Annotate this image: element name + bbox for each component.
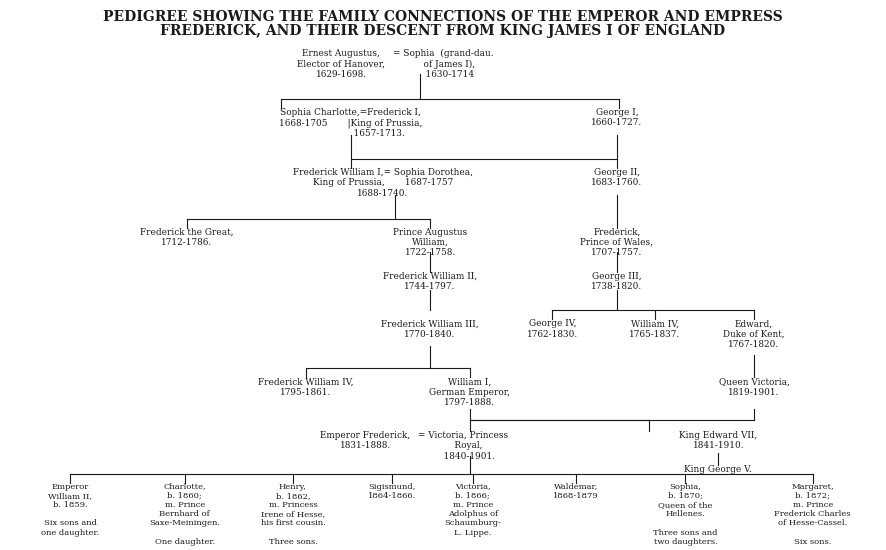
Text: Sophia Charlotte,=Frederick I,
1668-1705       |King of Prussia,
               : Sophia Charlotte,=Frederick I, 1668-1705… (279, 108, 423, 138)
Text: King George V.: King George V. (684, 465, 752, 474)
Text: Sophia,
b. 1870;
Queen of the
Hellenes.

Three sons and
two daughters.: Sophia, b. 1870; Queen of the Hellenes. … (653, 482, 718, 546)
Text: George I,
1660-1727.: George I, 1660-1727. (591, 108, 642, 128)
Text: Waldemar,
1868-1879: Waldemar, 1868-1879 (553, 482, 599, 500)
Text: Frederick William I,= Sophia Dorothea,
King of Prussia,       1687-1757
1688-174: Frederick William I,= Sophia Dorothea, K… (293, 168, 473, 197)
Text: Queen Victoria,
1819-1901.: Queen Victoria, 1819-1901. (719, 377, 789, 397)
Text: Frederick,
Prince of Wales,
1707-1757.: Frederick, Prince of Wales, 1707-1757. (580, 228, 653, 257)
Text: Frederick William IV,
1795-1861.: Frederick William IV, 1795-1861. (258, 377, 354, 397)
Text: Emperor
William II,
b. 1859.

Six sons and
one daughter.: Emperor William II, b. 1859. Six sons an… (42, 482, 99, 537)
Text: George II,
1683-1760.: George II, 1683-1760. (591, 168, 642, 187)
Text: Frederick William III,
1770-1840.: Frederick William III, 1770-1840. (381, 320, 479, 339)
Text: William IV,
1765-1837.: William IV, 1765-1837. (629, 320, 680, 339)
Text: Sigismund,
1864-1866.: Sigismund, 1864-1866. (369, 482, 416, 500)
Text: Margaret,
b. 1872;
m. Prince
Frederick Charles
of Hesse-Cassel.

Six sons.: Margaret, b. 1872; m. Prince Frederick C… (774, 482, 851, 546)
Text: Victoria,
b. 1866;
m. Prince
Adolphus of
Schaumburg-
L. Lippe.: Victoria, b. 1866; m. Prince Adolphus of… (444, 482, 501, 537)
Text: Henry,
b. 1862,
m. Princess
Irene of Hesse,
his first cousin.

Three sons.: Henry, b. 1862, m. Princess Irene of Hes… (260, 482, 325, 546)
Text: Frederick the Great,
1712-1786.: Frederick the Great, 1712-1786. (140, 228, 233, 247)
Text: George III,
1738-1820.: George III, 1738-1820. (591, 272, 642, 292)
Text: FREDERICK, AND THEIR DESCENT FROM KING JAMES I OF ENGLAND: FREDERICK, AND THEIR DESCENT FROM KING J… (160, 24, 726, 38)
Text: = Sophia  (grand-dau.
    of James I),
    1630-1714: = Sophia (grand-dau. of James I), 1630-1… (393, 49, 494, 79)
Text: = Victoria, Princess
    Royal,
    1840-1901.: = Victoria, Princess Royal, 1840-1901. (418, 431, 509, 461)
Text: Ernest Augustus,
Elector of Hanover,
1629-1698.: Ernest Augustus, Elector of Hanover, 162… (298, 49, 385, 79)
Text: Frederick William II,
1744-1797.: Frederick William II, 1744-1797. (383, 272, 478, 292)
Text: William I,
German Emperor,
1797-1888.: William I, German Emperor, 1797-1888. (430, 377, 510, 407)
Text: PEDIGREE SHOWING THE FAMILY CONNECTIONS OF THE EMPEROR AND EMPRESS: PEDIGREE SHOWING THE FAMILY CONNECTIONS … (103, 10, 783, 24)
Text: Edward,
Duke of Kent,
1767-1820.: Edward, Duke of Kent, 1767-1820. (723, 320, 785, 349)
Text: George IV,
1762-1830.: George IV, 1762-1830. (526, 320, 578, 339)
Text: Charlotte,
b. 1860;
m. Prince
Bernhard of
Saxe-Meiningen.

One daughter.: Charlotte, b. 1860; m. Prince Bernhard o… (149, 482, 220, 546)
Text: King Edward VII,
1841-1910.: King Edward VII, 1841-1910. (680, 431, 758, 450)
Text: Prince Augustus
William,
1722-1758.: Prince Augustus William, 1722-1758. (393, 228, 467, 257)
Text: Emperor Frederick,
1831-1888.: Emperor Frederick, 1831-1888. (320, 431, 410, 450)
